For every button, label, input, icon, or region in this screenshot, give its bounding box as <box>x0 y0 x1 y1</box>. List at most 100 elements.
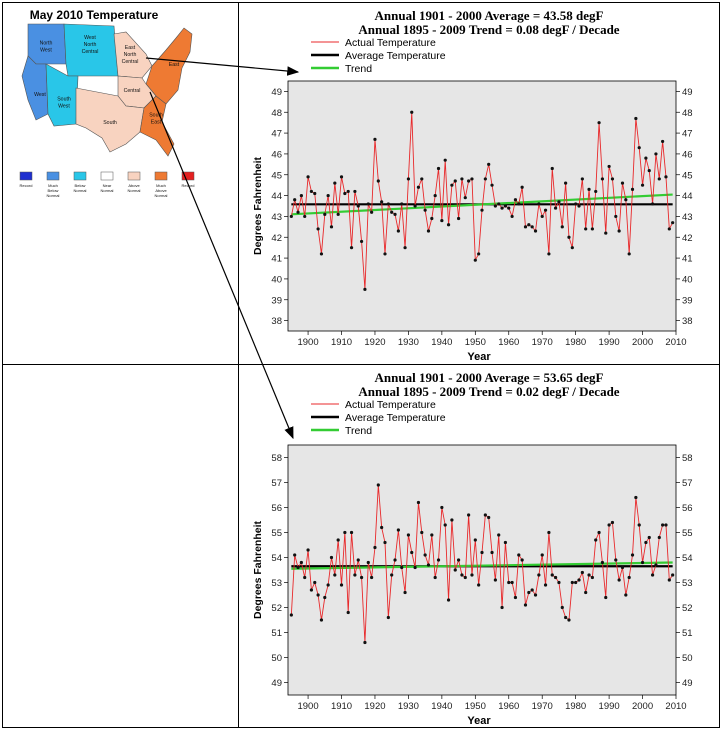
data-point <box>580 570 584 575</box>
data-point <box>483 513 487 517</box>
x-tick-label: 1930 <box>398 701 419 712</box>
legend-label: Above <box>128 183 140 188</box>
data-point <box>547 530 551 535</box>
y-tick-label-right: 48 <box>682 108 693 119</box>
y-tick-label: 38 <box>271 316 282 327</box>
x-tick-label: 1920 <box>364 337 385 348</box>
data-point <box>597 530 601 535</box>
map-region-label: East <box>169 62 180 68</box>
legend-label: Actual Temperature <box>345 37 436 49</box>
y-tick-label-right: 40 <box>682 274 693 285</box>
data-point <box>490 550 494 555</box>
data-point <box>523 603 528 607</box>
data-point <box>637 523 641 527</box>
x-tick-label: 1910 <box>331 337 352 348</box>
data-point <box>396 229 400 233</box>
legend-label: Normal <box>74 188 87 193</box>
data-point <box>527 590 531 595</box>
data-point <box>584 590 588 595</box>
data-point <box>617 229 621 233</box>
data-point <box>393 558 397 562</box>
data-point <box>470 177 474 181</box>
data-point <box>661 523 665 527</box>
data-point <box>329 225 334 229</box>
data-point <box>647 535 651 540</box>
us-region-map: NorthWestWestNorthCentralEastNorthCentra… <box>20 23 194 198</box>
legend-swatch <box>127 171 141 181</box>
data-point <box>473 258 477 262</box>
data-point <box>574 202 578 206</box>
data-point <box>426 229 431 233</box>
y-tick-label: 54 <box>271 553 282 564</box>
data-point <box>493 578 497 582</box>
y-tick-label: 51 <box>271 628 282 639</box>
data-point <box>500 605 504 610</box>
y-tick-label-right: 42 <box>682 233 693 244</box>
map-region-label: North <box>124 52 137 58</box>
data-point <box>386 202 390 206</box>
data-point <box>550 166 554 171</box>
data-point <box>306 175 310 179</box>
data-point <box>406 177 411 181</box>
data-point <box>406 533 411 537</box>
data-point <box>289 214 293 219</box>
data-point <box>306 548 310 552</box>
data-point <box>416 185 421 189</box>
data-point <box>513 198 518 202</box>
x-tick-label: 2010 <box>665 337 686 348</box>
data-point <box>523 225 528 229</box>
data-point <box>570 580 574 585</box>
y-tick-label: 46 <box>271 149 282 160</box>
data-point <box>313 580 317 585</box>
data-point <box>600 560 605 565</box>
data-point <box>380 200 384 204</box>
x-tick-label: 1980 <box>565 701 586 712</box>
data-point <box>594 189 598 194</box>
data-point <box>480 550 484 555</box>
chart-title-line2: Annual 1895 - 2009 Trend = 0.08 degF / D… <box>358 22 619 37</box>
data-point <box>403 246 407 250</box>
data-point <box>413 204 417 208</box>
map-region-label: West <box>84 35 96 41</box>
data-point <box>463 575 467 580</box>
data-point <box>319 252 324 256</box>
map-region-label: East <box>151 120 162 126</box>
data-point <box>560 605 564 610</box>
data-point <box>453 568 457 572</box>
data-point <box>443 158 447 162</box>
data-point <box>383 252 387 256</box>
data-point <box>644 540 648 545</box>
chart-top: Annual 1901 - 2000 Average = 43.58 degFA… <box>252 8 693 363</box>
x-tick-label: 1970 <box>532 701 553 712</box>
data-point <box>620 181 625 185</box>
data-point <box>323 595 327 600</box>
data-point <box>490 183 494 187</box>
data-point <box>453 179 457 183</box>
legend-label: Much <box>48 183 58 188</box>
y-tick-label: 48 <box>271 108 282 119</box>
data-point <box>400 202 404 206</box>
x-tick-label: 1950 <box>465 701 486 712</box>
map-region-label: West <box>40 48 52 54</box>
data-point <box>587 573 591 577</box>
data-point <box>553 575 558 580</box>
data-point <box>440 218 444 223</box>
map-region-label: West <box>34 92 46 98</box>
x-tick-label: 1990 <box>599 337 620 348</box>
data-point <box>487 162 491 166</box>
legend-label: Trend <box>345 425 372 437</box>
data-point <box>530 588 534 592</box>
x-tick-label: 1920 <box>364 701 385 712</box>
data-point <box>510 580 514 585</box>
data-point <box>467 513 471 517</box>
data-point <box>604 595 608 600</box>
data-point <box>650 573 655 577</box>
data-point <box>517 553 521 557</box>
map-region-label: North <box>40 41 53 47</box>
legend-swatch <box>154 171 168 181</box>
data-point <box>630 187 635 191</box>
data-point <box>373 545 377 550</box>
x-tick-label: 1970 <box>532 337 553 348</box>
data-point <box>497 202 501 206</box>
x-axis-label: Year <box>467 715 491 727</box>
